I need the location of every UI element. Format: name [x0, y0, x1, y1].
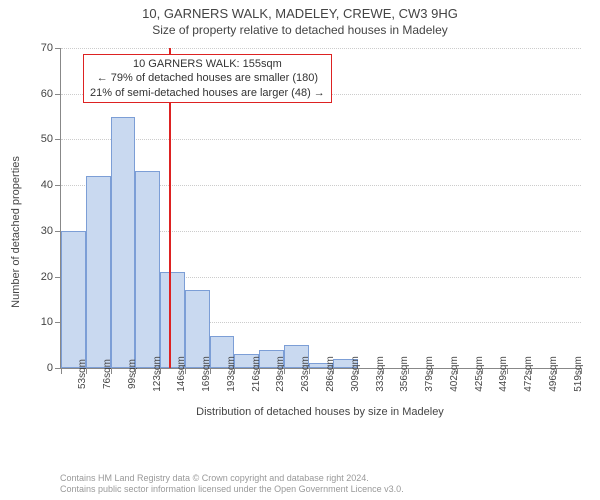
annotation-line3: 21% of semi-detached houses are larger (…: [90, 86, 325, 100]
ytick-label: 10: [41, 316, 53, 328]
ytick-label: 50: [41, 133, 53, 145]
histogram-bar: [61, 231, 86, 368]
footer-line2: Contains public sector information licen…: [60, 484, 404, 496]
xtick: [284, 368, 285, 374]
xtick: [160, 368, 161, 374]
xaxis-label: Distribution of detached houses by size …: [60, 406, 580, 418]
yaxis-label: Number of detached properties: [10, 156, 22, 308]
ytick: [55, 48, 61, 49]
xtick: [556, 368, 557, 374]
xtick: [333, 368, 334, 374]
xtick: [383, 368, 384, 374]
histogram-bar: [111, 117, 136, 368]
xtick-label: 425sqm: [474, 356, 485, 392]
xtick-label: 379sqm: [424, 356, 435, 392]
ytick-label: 70: [41, 42, 53, 54]
xtick: [358, 368, 359, 374]
xtick: [581, 368, 582, 374]
xtick-label: 309sqm: [350, 356, 361, 392]
ytick-label: 20: [41, 271, 53, 283]
xtick-label: 333sqm: [375, 356, 386, 392]
histogram-bar: [86, 176, 111, 368]
title-main: 10, GARNERS WALK, MADELEY, CREWE, CW3 9H…: [0, 0, 600, 21]
footer-line1: Contains HM Land Registry data © Crown c…: [60, 473, 404, 485]
xtick: [185, 368, 186, 374]
gridline: [61, 48, 581, 49]
histogram-bar: [160, 272, 185, 368]
plot-area: 01020304050607053sqm76sqm99sqm123sqm146s…: [60, 48, 581, 369]
ytick-label: 40: [41, 179, 53, 191]
xtick: [457, 368, 458, 374]
title-sub: Size of property relative to detached ho…: [0, 21, 600, 37]
xtick: [86, 368, 87, 374]
xtick: [531, 368, 532, 374]
xtick-label: 496sqm: [548, 356, 559, 392]
xtick: [507, 368, 508, 374]
xtick: [135, 368, 136, 374]
xtick: [259, 368, 260, 374]
xtick-label: 356sqm: [399, 356, 410, 392]
annotation-line2: ← 79% of detached houses are smaller (18…: [90, 71, 325, 85]
gridline: [61, 139, 581, 140]
xtick-label: 402sqm: [449, 356, 460, 392]
ytick-label: 60: [41, 88, 53, 100]
xtick: [432, 368, 433, 374]
histogram-bar: [135, 171, 160, 368]
ytick: [55, 94, 61, 95]
xtick-label: 263sqm: [300, 356, 311, 392]
xtick: [408, 368, 409, 374]
ytick-label: 0: [47, 362, 53, 374]
xtick-label: 519sqm: [573, 356, 584, 392]
chart-container: Number of detached properties 0102030405…: [30, 42, 590, 422]
ytick: [55, 185, 61, 186]
xtick-label: 449sqm: [498, 356, 509, 392]
footer: Contains HM Land Registry data © Crown c…: [60, 473, 404, 496]
xtick: [111, 368, 112, 374]
xtick: [482, 368, 483, 374]
annotation-line1: 10 GARNERS WALK: 155sqm: [90, 57, 325, 71]
xtick: [309, 368, 310, 374]
xtick: [234, 368, 235, 374]
ytick: [55, 139, 61, 140]
xtick-label: 472sqm: [523, 356, 534, 392]
xtick: [210, 368, 211, 374]
ytick-label: 30: [41, 225, 53, 237]
xtick: [61, 368, 62, 374]
annotation-box: 10 GARNERS WALK: 155sqm ← 79% of detache…: [83, 54, 332, 103]
